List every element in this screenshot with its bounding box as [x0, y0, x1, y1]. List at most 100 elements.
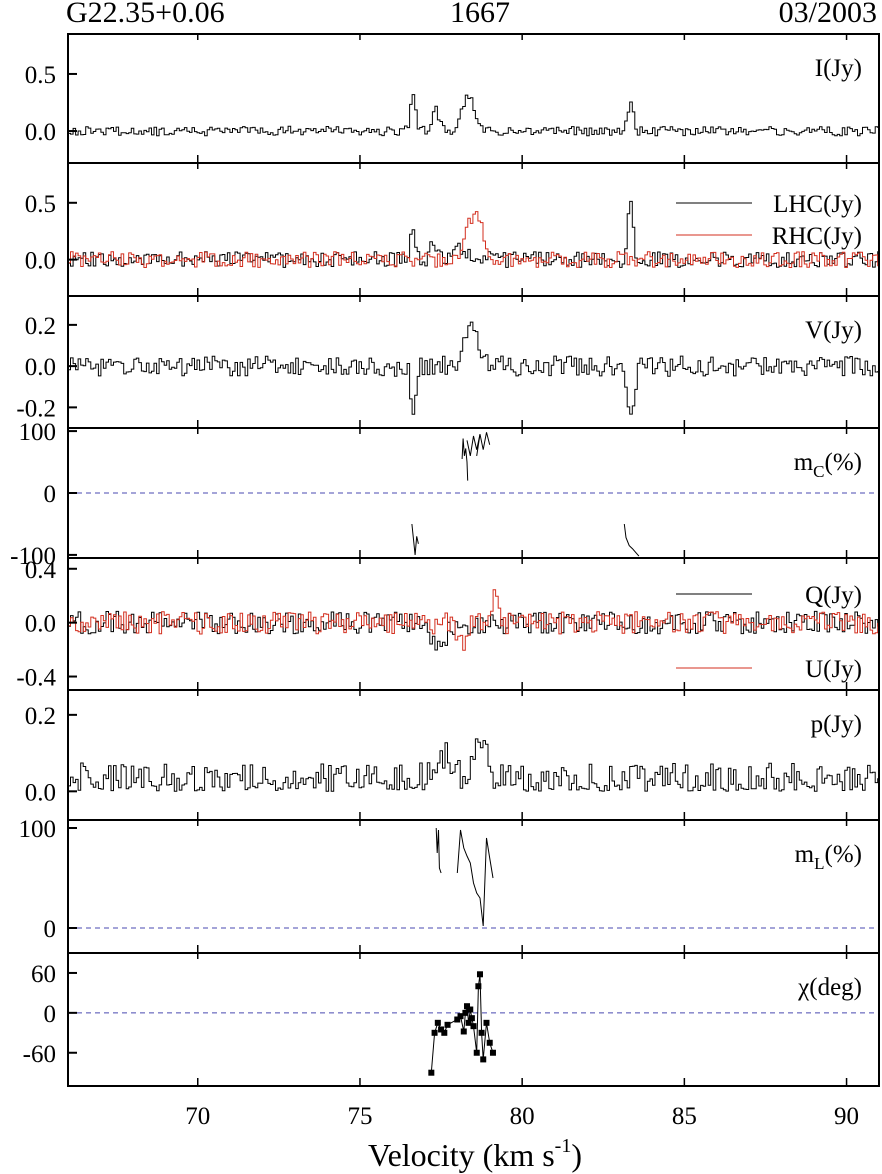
y-tick-label-mc: 0: [44, 481, 57, 508]
y-tick-label-V: -0.2: [16, 395, 56, 422]
panel-label-p: p(Jy): [811, 711, 862, 738]
chi-marker: [486, 1039, 493, 1046]
x-tick-label: 85: [672, 1103, 697, 1130]
panel-label-I: I(Jy): [815, 55, 862, 82]
x-axis-title-unit-exponent: -1: [555, 1135, 572, 1157]
chi-marker: [473, 1049, 480, 1056]
chi-marker: [434, 1019, 441, 1026]
chi-marker: [460, 1028, 467, 1035]
panel-mc: 100 0 -100 mC(%): [10, 419, 880, 570]
chi-marker: [478, 1029, 485, 1036]
segment-mc-4: [623, 523, 640, 557]
segment-mc-0: [461, 438, 469, 481]
header-epoch: 03/2003: [779, 0, 877, 29]
chi-marker: [462, 1009, 469, 1016]
series-QU-1: [68, 589, 879, 651]
plot-area-p: [68, 738, 879, 792]
segment-mc-2: [476, 432, 491, 456]
chi-marker: [428, 1069, 435, 1076]
panel-frame-p: [67, 689, 880, 821]
panel-chi: 60 0 -60 χ(deg): [23, 952, 880, 1087]
chi-marker: [476, 971, 483, 978]
panel-LR: 0.5 0.0 LHC(Jy) RHC(Jy): [25, 162, 880, 297]
y-tick-label-mL: 100: [19, 816, 57, 843]
segment-mc-3: [411, 523, 419, 555]
chi-marker: [480, 1056, 487, 1063]
chi-marker: [444, 1021, 451, 1028]
chi-marker: [464, 1003, 471, 1010]
panel-label-mL: mL(%): [795, 841, 862, 873]
panel-frame-V: [67, 295, 880, 429]
x-tick-label: 75: [347, 1103, 372, 1130]
x-tick-label: 80: [510, 1103, 535, 1130]
panel-frame-QU: [67, 557, 880, 691]
panel-label-mc: mC(%): [794, 449, 862, 481]
x-axis-title-main: Velocity (km s: [368, 1137, 555, 1173]
chi-marker: [468, 1015, 475, 1022]
segment-mL-0: [435, 827, 442, 874]
legend-label-LR-0: LHC(Jy): [773, 191, 862, 218]
y-tick-label-chi: -60: [23, 1041, 56, 1068]
chi-marker: [467, 1006, 474, 1013]
chi-marker: [457, 1013, 464, 1020]
y-tick-label-mL: 0: [44, 916, 57, 943]
panel-frame-LR: [67, 162, 880, 297]
legend-label-QU-0: Q(Jy): [805, 582, 862, 609]
chi-marker: [441, 1029, 448, 1036]
panels-group: 0.5 0.0 I(Jy) 0.5 0.0 LHC(Jy) RHC(Jy) 0.2 0.0 -0.…: [10, 33, 880, 1087]
y-tick-label-QU: 0.4: [25, 557, 57, 584]
panel-mL: 100 0 mL(%): [19, 816, 880, 954]
header-source-name: G22.35+0.06: [66, 0, 225, 29]
y-tick-label-V: 0.2: [25, 313, 56, 340]
panel-frame-chi: [67, 952, 880, 1087]
segment-mL-1: [456, 829, 494, 927]
legend-label-QU-1: U(Jy): [805, 656, 862, 683]
chi-marker: [470, 1023, 477, 1030]
header-frequency: 1667: [450, 0, 510, 29]
panel-I: 0.5 0.0 I(Jy): [25, 33, 880, 164]
x-axis: 70 75 80 85 90: [185, 1103, 859, 1130]
chi-marker: [438, 1026, 445, 1033]
legend-label-LR-1: RHC(Jy): [772, 223, 862, 250]
segment-mc-1: [466, 434, 481, 457]
plot-area-chi: [68, 971, 879, 1076]
series-V-0: [68, 321, 879, 415]
panel-QU: 0.4 0.0 -0.4 Q(Jy) U(Jy): [16, 557, 880, 692]
chi-marker: [465, 1019, 472, 1026]
panel-frame-I: [67, 33, 880, 164]
y-tick-label-p: 0.2: [25, 703, 56, 730]
x-axis-title-close: ): [571, 1137, 582, 1173]
chi-marker: [431, 1029, 438, 1036]
panel-label-V: V(Jy): [805, 317, 862, 344]
y-tick-label-I: 0.5: [25, 62, 56, 89]
series-p-0: [68, 738, 879, 792]
y-tick-label-mc: 100: [19, 419, 57, 446]
series-I-0: [68, 94, 879, 137]
plot-area-V: [68, 321, 879, 415]
chi-marker: [454, 1016, 461, 1023]
y-tick-label-QU: 0.0: [25, 611, 56, 638]
x-tick-label: 90: [834, 1103, 859, 1130]
y-tick-label-LR: 0.0: [25, 248, 56, 275]
y-tick-label-mc: -100: [10, 543, 56, 570]
panel-V: 0.2 0.0 -0.2 V(Jy): [16, 295, 880, 429]
plot-area-LR: [68, 200, 879, 268]
plot-area-QU: [68, 589, 879, 651]
x-axis-title: Velocity (km s-1): [368, 1135, 582, 1173]
y-tick-label-V: 0.0: [25, 354, 56, 381]
y-tick-label-p: 0.0: [25, 779, 56, 806]
series-LR-1: [68, 211, 879, 268]
panel-p: 0.2 0.0 p(Jy): [25, 689, 880, 821]
y-tick-label-I: 0.0: [25, 119, 56, 146]
y-tick-label-LR: 0.5: [25, 191, 56, 218]
x-tick-label: 70: [185, 1103, 210, 1130]
y-tick-label-QU: -0.4: [16, 665, 56, 692]
chi-marker: [475, 983, 482, 990]
panel-frame-mL: [67, 819, 880, 954]
y-tick-label-chi: 60: [31, 961, 56, 988]
plot-area-I: [68, 94, 879, 137]
chi-marker: [483, 1019, 490, 1026]
chi-marker: [489, 1049, 496, 1056]
y-tick-label-chi: 0: [44, 1001, 57, 1028]
